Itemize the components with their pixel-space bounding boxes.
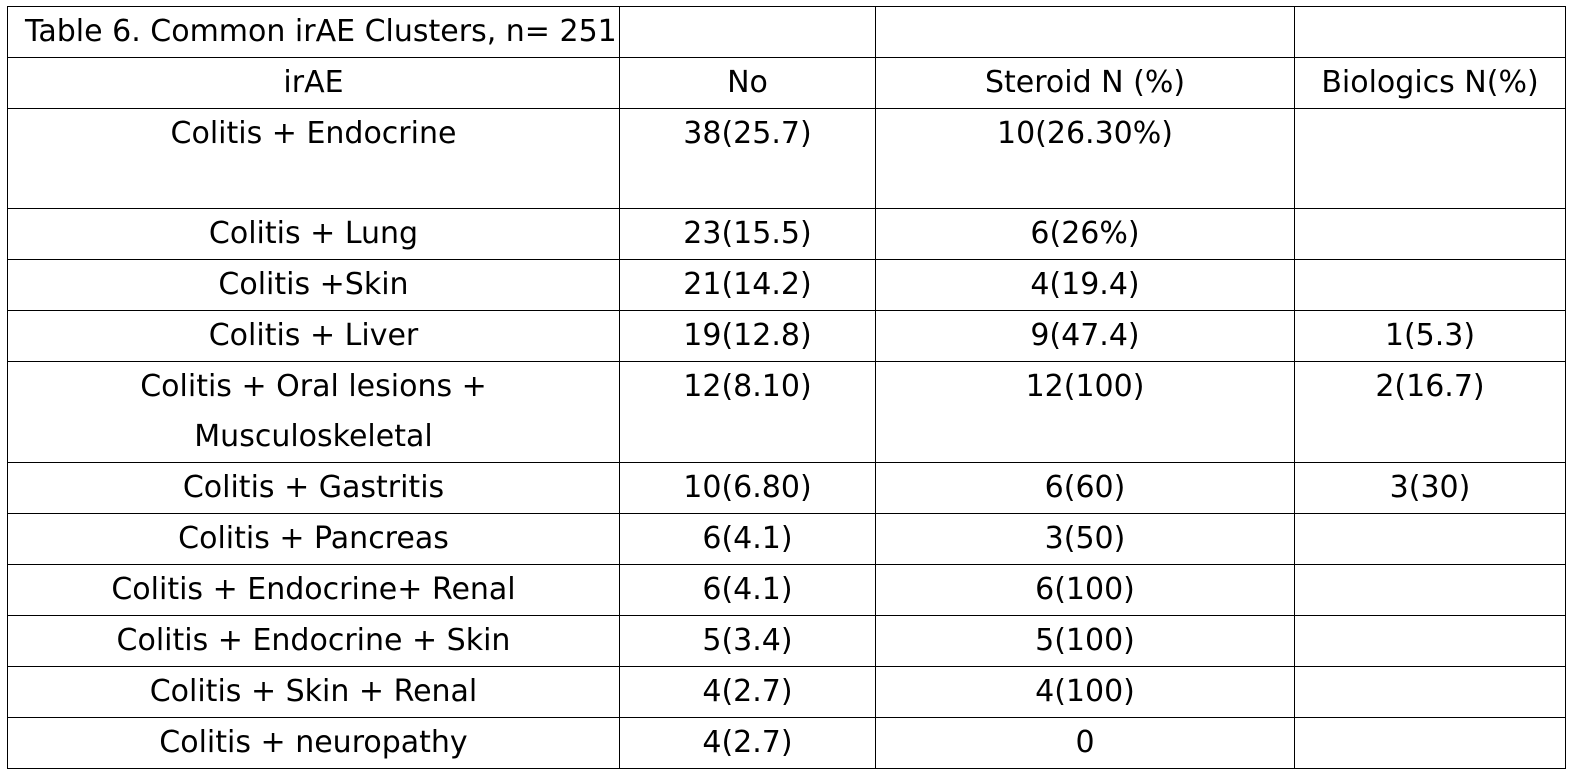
cell-biologics <box>1294 666 1566 718</box>
cell-biologics: 1(5.3) <box>1294 310 1566 362</box>
cell-steroid: 6(26%) <box>875 208 1295 260</box>
cell-steroid: 10(26.30%) <box>875 108 1295 209</box>
table-row: Colitis + Gastritis 10(6.80) 6(60) 3(30) <box>7 462 1566 514</box>
cell-no: 23(15.5) <box>619 208 876 260</box>
title-row-empty-cell <box>619 6 876 58</box>
cell-no: 6(4.1) <box>619 513 876 565</box>
table-row: Colitis +Skin 21(14.2) 4(19.4) <box>7 259 1566 311</box>
cell-irae: Colitis + Skin + Renal <box>7 666 620 718</box>
cell-biologics <box>1294 615 1566 667</box>
cell-biologics <box>1294 259 1566 311</box>
table-row: Colitis + Endocrine+ Renal 6(4.1) 6(100) <box>7 564 1566 616</box>
table-row: Colitis + Liver 19(12.8) 9(47.4) 1(5.3) <box>7 310 1566 362</box>
cell-irae-line: Colitis + Gastritis <box>182 470 445 505</box>
header-row: irAE No Steroid N (%) Biologics N(%) <box>7 57 1566 109</box>
cell-irae-line: Colitis + Pancreas <box>178 521 449 556</box>
table-row: Colitis + Lung 23(15.5) 6(26%) <box>7 208 1566 260</box>
cell-biologics <box>1294 108 1566 209</box>
cell-irae: Colitis + Lung <box>7 208 620 260</box>
cell-steroid: 4(100) <box>875 666 1295 718</box>
cell-irae: Colitis + Endocrine <box>7 108 620 209</box>
table-row: Colitis + Endocrine 38(25.7) 10(26.30%) <box>7 108 1566 209</box>
cell-steroid: 9(47.4) <box>875 310 1295 362</box>
cell-irae-line: Colitis + Oral lesions + <box>140 369 487 404</box>
cell-biologics <box>1294 208 1566 260</box>
title-row-empty-cell <box>875 6 1295 58</box>
cell-no: 10(6.80) <box>619 462 876 514</box>
cell-irae: Colitis + Oral lesions + Musculoskeletal <box>7 361 620 463</box>
irae-clusters-table: Table 6. Common irAE Clusters, n= 251 ir… <box>7 6 1566 769</box>
cell-irae: Colitis + Endocrine + Skin <box>7 615 620 667</box>
title-row: Table 6. Common irAE Clusters, n= 251 <box>7 6 1566 58</box>
cell-steroid: 6(60) <box>875 462 1295 514</box>
table-row: Colitis + neuropathy 4(2.7) 0 <box>7 717 1566 769</box>
cell-irae: Colitis + Endocrine+ Renal <box>7 564 620 616</box>
cell-irae-line: Colitis + Lung <box>208 216 419 251</box>
cell-no: 21(14.2) <box>619 259 876 311</box>
cell-steroid: 3(50) <box>875 513 1295 565</box>
cell-irae: Colitis +Skin <box>7 259 620 311</box>
cell-irae: Colitis + Pancreas <box>7 513 620 565</box>
cell-irae-line: Colitis + Endocrine + Skin <box>116 623 511 658</box>
header-no: No <box>619 57 876 109</box>
cell-irae-line: Colitis +Skin <box>218 267 409 302</box>
cell-biologics <box>1294 564 1566 616</box>
table-title: Table 6. Common irAE Clusters, n= 251 <box>7 6 620 58</box>
header-biologics: Biologics N(%) <box>1294 57 1566 109</box>
table-row: Colitis + Skin + Renal 4(2.7) 4(100) <box>7 666 1566 718</box>
cell-irae-line: Musculoskeletal <box>194 419 433 454</box>
cell-irae: Colitis + Liver <box>7 310 620 362</box>
cell-biologics <box>1294 513 1566 565</box>
cell-steroid: 6(100) <box>875 564 1295 616</box>
table-row: Colitis + Pancreas 6(4.1) 3(50) <box>7 513 1566 565</box>
cell-biologics: 3(30) <box>1294 462 1566 514</box>
title-row-empty-cell <box>1294 6 1566 58</box>
cell-biologics <box>1294 717 1566 769</box>
cell-no: 4(2.7) <box>619 717 876 769</box>
cell-no: 38(25.7) <box>619 108 876 209</box>
cell-irae-line: Colitis + Endocrine <box>170 116 457 151</box>
cell-no: 12(8.10) <box>619 361 876 463</box>
cell-irae-line: Colitis + Skin + Renal <box>149 674 478 709</box>
cell-biologics: 2(16.7) <box>1294 361 1566 463</box>
cell-steroid: 12(100) <box>875 361 1295 463</box>
cell-irae-line: Colitis + neuropathy <box>159 725 468 760</box>
cell-no: 19(12.8) <box>619 310 876 362</box>
cell-irae: Colitis + neuropathy <box>7 717 620 769</box>
cell-irae-line: Colitis + Endocrine+ Renal <box>111 572 516 607</box>
header-irae: irAE <box>7 57 620 109</box>
cell-no: 6(4.1) <box>619 564 876 616</box>
table-row: Colitis + Endocrine + Skin 5(3.4) 5(100) <box>7 615 1566 667</box>
table-row: Colitis + Oral lesions + Musculoskeletal 1… <box>7 361 1566 463</box>
cell-steroid: 5(100) <box>875 615 1295 667</box>
cell-steroid: 4(19.4) <box>875 259 1295 311</box>
cell-irae-line: Colitis + Liver <box>208 318 419 353</box>
header-steroid: Steroid N (%) <box>875 57 1295 109</box>
cell-steroid: 0 <box>875 717 1295 769</box>
cell-no: 5(3.4) <box>619 615 876 667</box>
cell-no: 4(2.7) <box>619 666 876 718</box>
cell-irae: Colitis + Gastritis <box>7 462 620 514</box>
